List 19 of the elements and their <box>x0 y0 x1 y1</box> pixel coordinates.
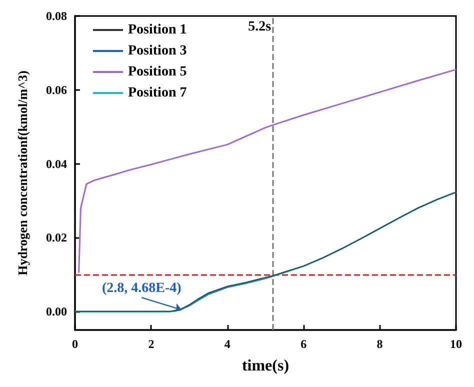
y-tick-label: 0.06 <box>46 82 67 97</box>
legend-label: Position 7 <box>128 86 187 100</box>
x-tick-label: 2 <box>148 337 154 351</box>
y-tick-label: 0.04 <box>46 156 67 171</box>
y-tick-label: 0.08 <box>46 9 67 23</box>
x-tick-label: 0 <box>72 337 78 351</box>
legend-label: Position 1 <box>128 22 187 38</box>
legend-label: Position 3 <box>128 44 187 58</box>
annotation: (2.8, 4.68E-4) <box>102 281 182 296</box>
x-tick-label: 10 <box>450 337 462 351</box>
y-tick-label: 0.02 <box>46 230 67 245</box>
ref-line-label: 5.2s <box>248 20 272 34</box>
legend-label: Position 5 <box>128 64 187 80</box>
x-tick-label: 8 <box>376 337 383 351</box>
y-axis-title: Hydrogen concentrationf(kmol/m^3) <box>15 70 30 276</box>
x-axis-title: time(s) <box>242 358 290 374</box>
x-tick-label: 4 <box>224 337 230 351</box>
y-tick-label: 0.00 <box>46 304 67 319</box>
x-tick-label: 6 <box>300 337 307 351</box>
